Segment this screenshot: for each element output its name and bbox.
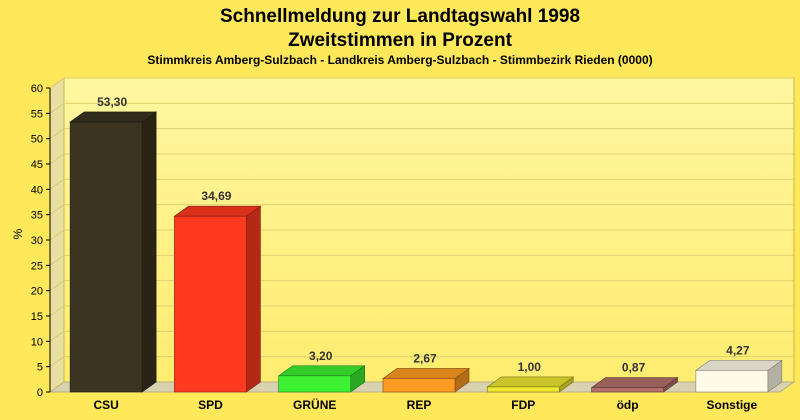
x-tick-label: FDP: [511, 398, 535, 412]
gridline-side: [49, 254, 65, 266]
bar-top: [694, 360, 783, 371]
gridline-side: [49, 330, 65, 342]
x-tick-label: REP: [407, 398, 432, 412]
chart-title: Schnellmeldung zur Landtagswahl 1998: [220, 6, 580, 27]
y-tick-label: 10: [31, 336, 43, 348]
bar-side: [141, 111, 157, 393]
bar-top: [69, 111, 158, 123]
chart-subtitle-2: Stimmkreis Amberg-Sulzbach - Landkreis A…: [147, 53, 652, 67]
y-tick-label: 35: [31, 210, 43, 222]
bar-top: [590, 377, 679, 388]
bar-top: [173, 205, 262, 217]
bar: [486, 386, 560, 393]
bar-top: [277, 365, 366, 377]
gridline-side: [49, 102, 65, 114]
gridline-side: [49, 178, 65, 190]
y-tick-label: 50: [31, 134, 43, 146]
gridline-side: [49, 229, 65, 241]
bar: [278, 375, 352, 393]
plot-area: 0 5 10 15 20 25 30 35 40 45 50 55 60 53,30 CSU 34,69 SPD…: [31, 77, 796, 412]
gridline-side: [49, 356, 65, 368]
bar: [69, 121, 143, 393]
gridline-side: [49, 280, 65, 292]
y-tick-label: 55: [31, 108, 43, 120]
gridline-side: [49, 77, 65, 89]
data-label: 3,20: [309, 349, 333, 363]
x-tick-label: Sonstige: [707, 398, 758, 412]
y-tick-label: 20: [31, 286, 43, 298]
bar: [174, 215, 247, 393]
bar-top: [486, 376, 575, 388]
y-tick-label: 45: [31, 159, 43, 171]
data-label: 53,30: [97, 95, 127, 109]
y-tick-label: 15: [31, 311, 43, 323]
gridline-side: [49, 128, 65, 140]
data-label: 4,27: [726, 343, 750, 357]
chart-subtitle: Zweitstimmen in Prozent: [288, 30, 512, 51]
x-tick-label: ödp: [617, 398, 639, 412]
bar: [382, 378, 456, 393]
data-label: 0,87: [622, 361, 646, 375]
data-label: 2,67: [413, 351, 437, 365]
gridline-side: [49, 305, 65, 317]
bar-side: [246, 205, 261, 393]
x-tick-label: CSU: [93, 398, 118, 412]
y-axis-label: %: [11, 228, 25, 239]
y-tick-label: 60: [31, 83, 43, 95]
y-tick-label: 40: [31, 184, 43, 196]
data-label: 34,69: [201, 189, 231, 203]
gridline-side: [49, 153, 65, 165]
y-tick-label: 0: [37, 387, 43, 399]
bar: [695, 370, 769, 393]
y-tick-label: 5: [37, 362, 43, 374]
bar-top: [382, 368, 470, 379]
bar: [591, 387, 664, 393]
y-tick-label: 25: [31, 260, 43, 272]
x-tick-label: SPD: [198, 398, 223, 412]
x-tick-label: GRÜNE: [293, 397, 336, 412]
gridline-side: [49, 204, 65, 216]
data-label: 1,00: [518, 360, 542, 374]
y-tick-label: 30: [31, 235, 43, 247]
